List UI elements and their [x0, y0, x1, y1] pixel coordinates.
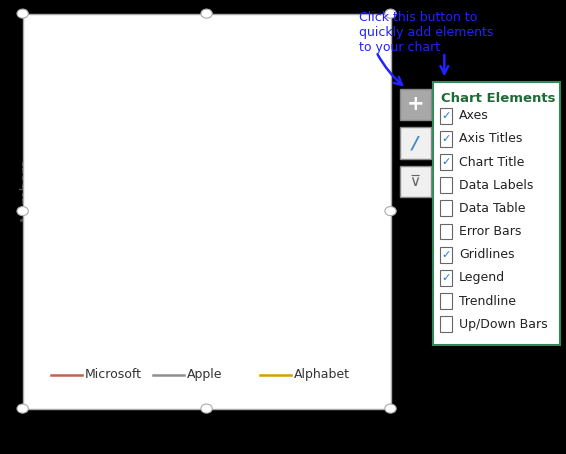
Text: /: / — [412, 134, 418, 152]
Text: Axes: Axes — [459, 109, 489, 122]
Text: Alphabet: Alphabet — [294, 368, 350, 381]
Text: ✓: ✓ — [441, 273, 451, 283]
X-axis label: Year: Year — [199, 340, 228, 354]
Text: ✓: ✓ — [441, 134, 451, 144]
Text: Chart Elements: Chart Elements — [441, 92, 556, 105]
Text: Axis Titles: Axis Titles — [459, 133, 522, 145]
Text: Up/Down Bars: Up/Down Bars — [459, 318, 548, 331]
Title: Comparison: Comparison — [168, 38, 259, 53]
Text: Chart Title: Chart Title — [459, 156, 525, 168]
Text: Microsoft: Microsoft — [85, 368, 142, 381]
Text: Trendline: Trendline — [459, 295, 516, 307]
Text: +: + — [406, 94, 424, 114]
Text: Legend: Legend — [459, 271, 505, 284]
Text: ✓: ✓ — [441, 111, 451, 121]
Text: Data Labels: Data Labels — [459, 179, 533, 192]
Text: ✓: ✓ — [441, 157, 451, 167]
Text: ✓: ✓ — [441, 250, 451, 260]
Y-axis label: Numbers: Numbers — [18, 158, 32, 221]
Text: Click this button to
quickly add elements
to your chart: Click this button to quickly add element… — [359, 11, 494, 54]
Text: ⊽: ⊽ — [410, 174, 421, 189]
Text: Gridlines: Gridlines — [459, 248, 514, 261]
Text: Error Bars: Error Bars — [459, 225, 521, 238]
Text: Data Table: Data Table — [459, 202, 525, 215]
Text: Apple: Apple — [187, 368, 222, 381]
